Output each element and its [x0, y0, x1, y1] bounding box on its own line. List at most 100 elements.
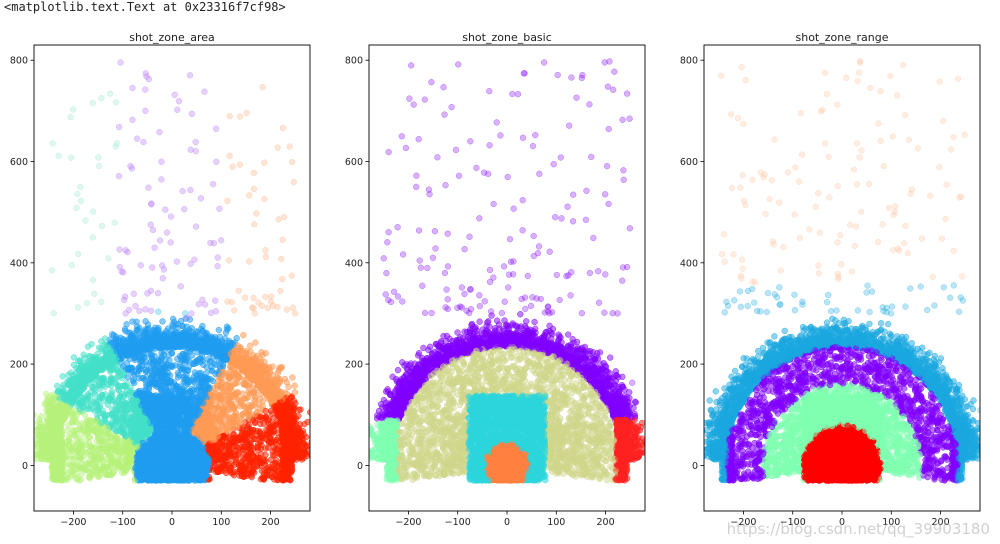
scatter-point — [216, 205, 223, 212]
scatter-point — [167, 239, 174, 246]
scatter-point — [87, 392, 94, 400]
scatter-point — [55, 431, 63, 438]
scatter-point — [98, 222, 106, 230]
scatter-point — [193, 376, 200, 383]
scatter-point — [156, 129, 163, 136]
scatter-point — [238, 435, 245, 442]
scatter-point — [49, 437, 57, 444]
scatter-point — [92, 450, 99, 457]
scatter-point — [240, 331, 247, 339]
scatter-point — [243, 109, 250, 117]
scatter-point — [224, 298, 231, 305]
scatter-point — [122, 247, 129, 254]
scatter-point — [223, 458, 230, 465]
scatter-point — [277, 287, 284, 295]
scatter-point — [199, 327, 207, 334]
scatter-point — [188, 324, 195, 332]
scatter-point — [82, 460, 89, 467]
scatter-point — [207, 239, 214, 247]
scatter-point — [250, 169, 258, 177]
scatter-point — [262, 445, 269, 452]
scatter-point — [128, 165, 136, 172]
scatter-point — [155, 324, 162, 332]
scatter-point — [73, 365, 80, 372]
scatter-point — [286, 143, 293, 150]
scatter-point — [89, 461, 96, 468]
scatter-point — [212, 297, 219, 304]
scatter-point — [112, 99, 120, 106]
scatter-point — [278, 450, 285, 458]
scatter-point — [143, 362, 150, 369]
scatter-point — [115, 386, 122, 393]
scatter-point — [261, 195, 268, 203]
scatter-point — [210, 180, 217, 188]
scatter-point — [239, 424, 246, 431]
scatter-point — [77, 183, 84, 191]
scatter-point — [48, 427, 56, 434]
scatter-point — [226, 395, 233, 402]
scatter-point — [48, 267, 56, 274]
scatter-point — [136, 307, 143, 315]
scatter-point — [218, 337, 226, 345]
scatter-point — [55, 152, 62, 159]
scatter-point — [124, 374, 132, 381]
scatter-point — [174, 106, 181, 113]
scatter-point — [42, 441, 50, 449]
scatter-point — [142, 368, 150, 376]
scatter-point — [236, 113, 244, 120]
scatter-point — [34, 420, 37, 427]
scatter-point — [143, 333, 151, 341]
scatter-point — [115, 172, 123, 180]
scatter-point — [267, 298, 275, 305]
scatter-point — [142, 107, 149, 114]
scatter-point — [132, 302, 139, 310]
scatter-point — [124, 248, 131, 256]
scatter-point — [59, 373, 66, 380]
scatter-point — [159, 336, 166, 343]
scatter-point — [62, 396, 69, 404]
scatter-point — [250, 305, 257, 312]
scatter-point — [58, 440, 65, 448]
scatter-point — [133, 318, 140, 325]
scatter-point — [69, 106, 77, 113]
scatter-point — [65, 421, 72, 429]
scatter-point — [83, 466, 90, 474]
scatter-point — [182, 378, 189, 385]
scatter-point — [187, 186, 194, 194]
scatter-point — [89, 276, 97, 284]
scatter-point — [129, 84, 136, 92]
scatter-point — [311, 454, 317, 460]
scatter-point — [69, 418, 77, 425]
scatter-point — [246, 192, 253, 199]
scatter-point — [104, 424, 111, 432]
scatter-point — [287, 438, 294, 445]
scatter-point — [279, 276, 286, 283]
scatter-point — [243, 376, 250, 383]
scatter-point — [191, 359, 198, 366]
scatter-point — [280, 440, 287, 447]
scatter-point — [289, 408, 296, 415]
scatter-point — [259, 84, 266, 91]
scatter-point — [175, 98, 183, 105]
scatter-point — [289, 374, 296, 381]
scatter-point — [261, 159, 268, 166]
scatter-point — [279, 236, 286, 243]
scatter-point — [38, 413, 45, 420]
scatter-point — [89, 208, 97, 215]
scatter-point — [218, 237, 225, 244]
scatter-point — [177, 283, 184, 290]
scatter-point — [112, 143, 119, 150]
scatter-point — [155, 308, 162, 315]
scatter-point — [90, 360, 98, 367]
scatter-point — [262, 253, 270, 261]
scatter-point — [212, 308, 220, 315]
scatter-point — [239, 357, 246, 364]
scatter-point — [251, 221, 258, 228]
scatter-point — [249, 384, 257, 391]
scatter-point — [214, 263, 221, 270]
scatter-point — [95, 382, 103, 389]
scatter-point — [68, 261, 75, 269]
scatter-point — [287, 477, 294, 484]
scatter-point — [66, 382, 73, 389]
